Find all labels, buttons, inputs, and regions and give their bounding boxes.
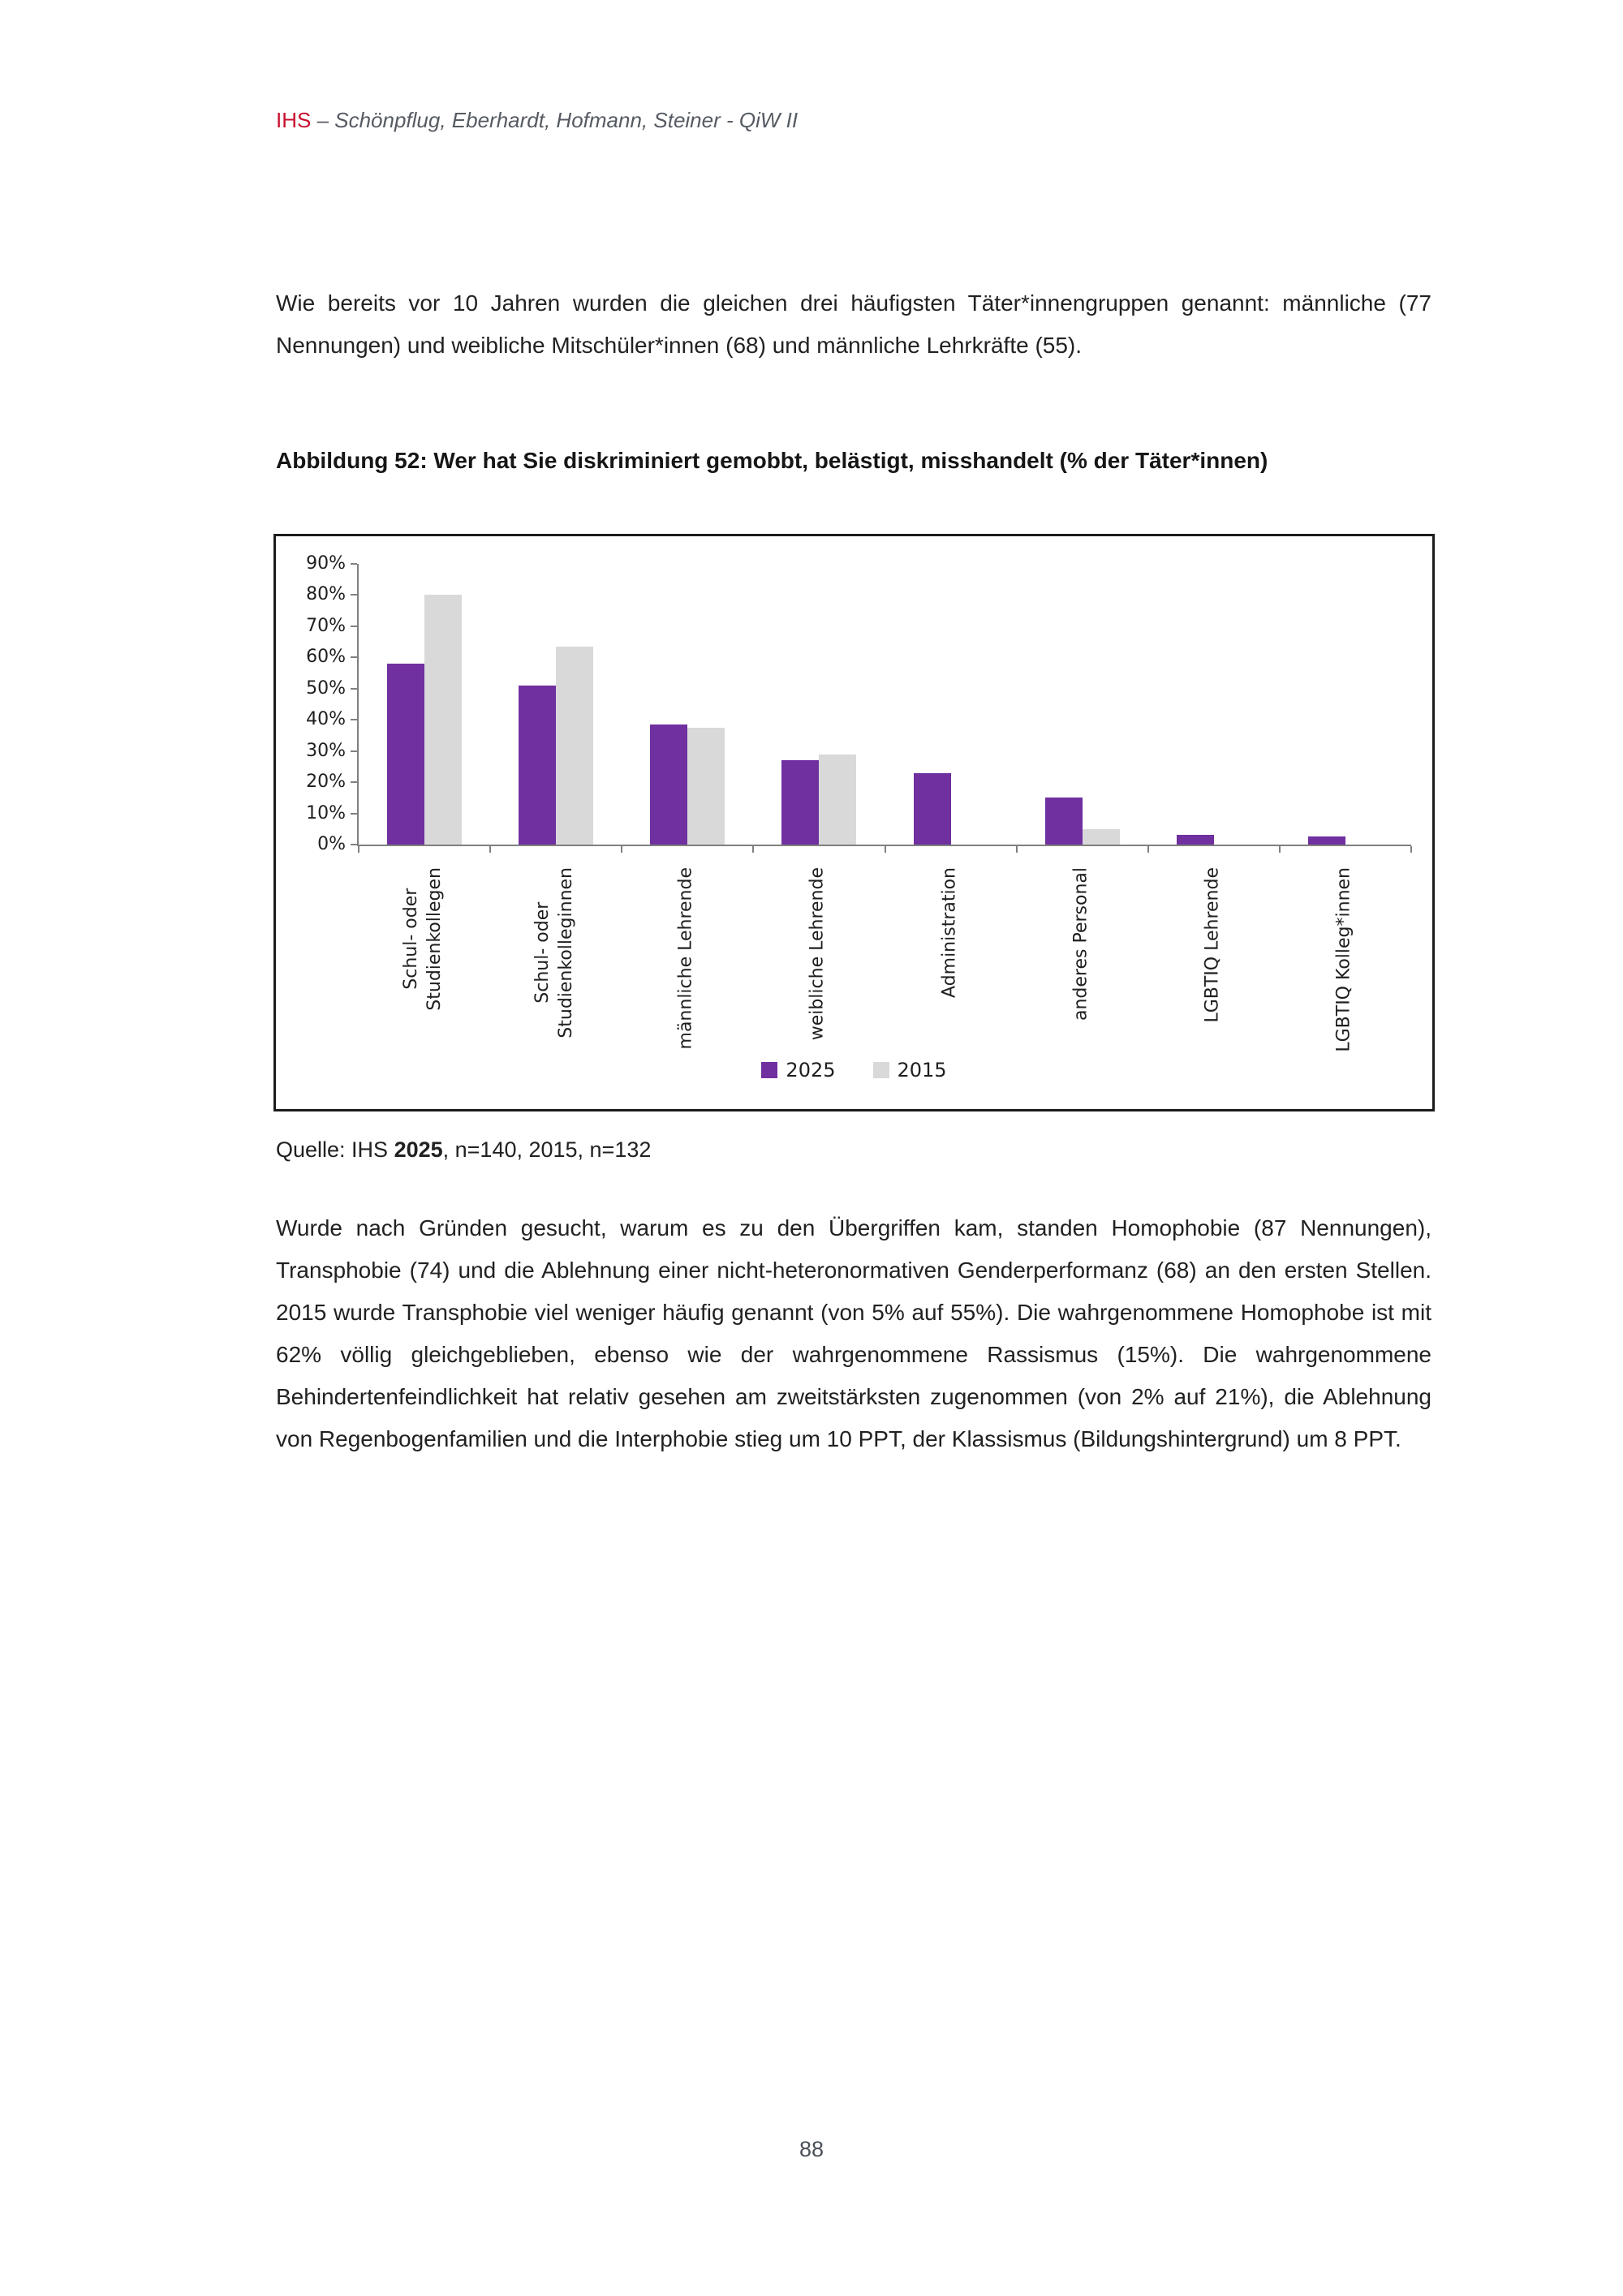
bar-group — [1148, 564, 1280, 845]
bar-2025 — [650, 724, 688, 845]
bar-group — [1280, 564, 1411, 845]
x-label-cell: weibliche Lehrende — [751, 858, 883, 1052]
legend-label: 2015 — [897, 1059, 947, 1081]
x-tick — [1278, 846, 1281, 853]
y-tick-label: 30% — [306, 740, 346, 761]
y-tick — [351, 625, 357, 627]
x-tick — [489, 846, 492, 853]
x-tick — [358, 846, 359, 853]
x-tick — [1015, 846, 1018, 853]
x-axis-label: LGBTIQ Lehrende — [1202, 867, 1223, 1023]
y-tick-label: 80% — [306, 584, 346, 605]
bar-2025 — [519, 685, 557, 845]
x-axis-label: männliche Lehrende — [675, 867, 696, 1050]
y-tick — [351, 719, 357, 721]
page-number: 88 — [799, 2137, 824, 2161]
chart-legend: 2025 2015 — [276, 1059, 1432, 1081]
bar-2025 — [387, 664, 425, 845]
legend-swatch-icon — [872, 1062, 889, 1078]
bar-2015 — [1082, 828, 1120, 845]
bar-group — [359, 564, 490, 845]
x-tick — [621, 846, 623, 853]
source-suffix: , n=140, 2015, n=132 — [442, 1137, 652, 1162]
y-tick — [351, 656, 357, 659]
x-tick — [1410, 846, 1412, 853]
x-axis-label: weibliche Lehrende — [807, 867, 828, 1041]
bar-group — [490, 564, 622, 845]
bar-2015 — [424, 595, 463, 845]
figure-52-chart: Schul- oder Studienkollegen Schul- oder S… — [273, 534, 1435, 1111]
x-label-cell: LGBTIQ Kolleg*innen — [1278, 858, 1410, 1052]
bar-group — [753, 564, 885, 845]
header-authors: – Schönpflug, Eberhardt, Hofmann, Steine… — [311, 108, 799, 132]
plot-area — [351, 563, 1412, 853]
x-label-cell: LGBTIQ Lehrende — [1147, 858, 1278, 1052]
legend-swatch-icon — [761, 1062, 778, 1078]
y-tick-label: 40% — [306, 709, 346, 730]
y-tick-label: 0% — [317, 834, 346, 854]
x-label-cell: Schul- oder Studienkollegen — [357, 858, 489, 1052]
bar-2025 — [1044, 798, 1083, 845]
x-tick — [752, 846, 755, 853]
legend-label: 2025 — [786, 1059, 836, 1081]
x-axis-label: Administration — [939, 867, 960, 998]
legend-item-2025: 2025 — [761, 1059, 836, 1081]
x-axis-label: anderes Personal — [1070, 867, 1091, 1021]
bar-2025 — [1176, 835, 1214, 845]
body-paragraph: Wurde nach Gründen gesucht, warum es zu … — [276, 1215, 1431, 1451]
y-tick — [351, 563, 357, 565]
bar-2025 — [781, 760, 820, 845]
y-tick — [351, 750, 357, 752]
bar-group — [885, 564, 1017, 845]
intro-paragraph: Wie bereits vor 10 Jahren wurden die gle… — [276, 290, 1431, 358]
bar-2015 — [687, 727, 725, 845]
y-tick — [351, 594, 357, 596]
legend-item-2015: 2015 — [872, 1059, 947, 1081]
y-tick-label: 70% — [306, 615, 346, 636]
x-tick — [1147, 846, 1149, 853]
source-year: 2025 — [394, 1137, 443, 1162]
x-axis-label: Schul- oder Studienkollegen — [401, 867, 446, 1011]
bar-2025 — [913, 772, 951, 845]
bar-group — [1017, 564, 1148, 845]
y-tick — [351, 781, 357, 784]
x-tick — [884, 846, 886, 853]
x-axis-label: Schul- oder Studienkolleginnen — [532, 867, 577, 1038]
y-tick-label: 20% — [306, 772, 346, 793]
bar-2015 — [819, 754, 857, 845]
bar-2015 — [556, 646, 594, 845]
y-tick-label: 50% — [306, 677, 346, 699]
x-label-cell: Administration — [884, 858, 1015, 1052]
y-tick-label: 60% — [306, 647, 346, 668]
y-tick — [351, 687, 357, 690]
x-axis-label: LGBTIQ Kolleg*innen — [1333, 867, 1354, 1052]
x-label-cell: anderes Personal — [1015, 858, 1147, 1052]
y-tick — [351, 812, 357, 815]
bar-2025 — [1307, 836, 1345, 845]
running-header: IHS – Schönpflug, Eberhardt, Hofmann, St… — [276, 104, 1431, 136]
x-axis-labels: Schul- oder Studienkollegen Schul- oder S… — [357, 858, 1410, 1052]
figure-caption: Abbildung 52: Wer hat Sie diskriminiert … — [276, 448, 1268, 473]
brand-ihs: IHS — [276, 108, 312, 132]
bar-group — [622, 564, 753, 845]
y-tick — [351, 844, 357, 845]
source-prefix: Quelle: IHS — [276, 1137, 394, 1162]
x-label-cell: Schul- oder Studienkolleginnen — [489, 858, 620, 1052]
figure-source: Quelle: IHS 2025, n=140, 2015, n=132 — [276, 1137, 1431, 1163]
x-label-cell: männliche Lehrende — [620, 858, 751, 1052]
y-tick-label: 90% — [306, 553, 346, 574]
y-tick-label: 10% — [306, 802, 346, 823]
